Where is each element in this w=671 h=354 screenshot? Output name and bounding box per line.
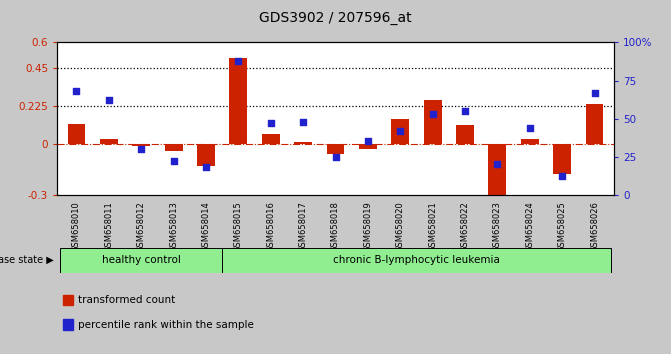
Bar	[164, 144, 183, 151]
Bar	[62, 295, 72, 305]
Point	[589, 90, 600, 96]
Point	[427, 111, 438, 117]
Point	[492, 161, 503, 167]
Bar	[456, 125, 474, 144]
Text: disease state ▶: disease state ▶	[0, 255, 54, 265]
Bar	[62, 319, 72, 330]
Bar	[294, 142, 312, 144]
Point	[298, 119, 309, 125]
Bar	[132, 144, 150, 145]
Point	[362, 138, 373, 144]
Text: transformed count: transformed count	[79, 295, 175, 305]
Bar	[100, 139, 117, 144]
Bar	[262, 134, 280, 144]
Bar	[554, 144, 571, 175]
Point	[460, 108, 470, 114]
Bar	[197, 144, 215, 166]
Text: chronic B-lymphocytic leukemia: chronic B-lymphocytic leukemia	[333, 255, 500, 265]
Point	[525, 125, 535, 131]
Bar	[488, 144, 507, 201]
Bar	[359, 144, 377, 149]
Point	[201, 165, 211, 170]
Point	[557, 173, 568, 179]
Point	[71, 88, 82, 94]
Bar	[423, 100, 442, 144]
Point	[136, 146, 146, 152]
Bar	[521, 139, 539, 144]
Point	[265, 120, 276, 126]
Bar	[60, 248, 222, 273]
Bar	[68, 124, 85, 144]
Bar	[327, 144, 344, 154]
Point	[330, 154, 341, 159]
Point	[395, 128, 406, 133]
Bar	[391, 119, 409, 144]
Bar	[229, 58, 248, 144]
Text: GDS3902 / 207596_at: GDS3902 / 207596_at	[259, 11, 412, 25]
Point	[103, 97, 114, 103]
Point	[233, 58, 244, 64]
Text: healthy control: healthy control	[102, 255, 180, 265]
Bar	[586, 104, 603, 144]
Text: percentile rank within the sample: percentile rank within the sample	[79, 320, 254, 330]
Point	[168, 158, 179, 164]
Bar	[222, 248, 611, 273]
